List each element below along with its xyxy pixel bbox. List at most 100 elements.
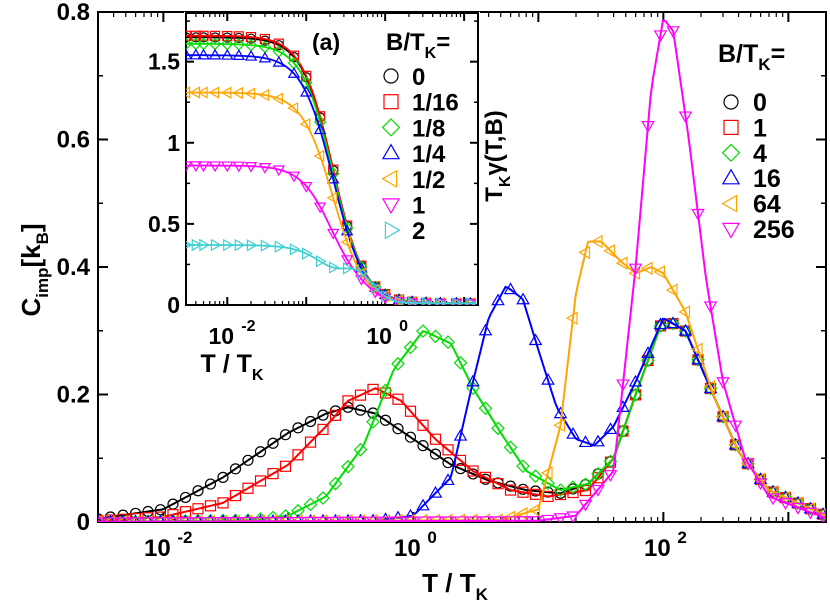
inset-data-point-1/2	[208, 86, 220, 99]
data-point-1	[154, 511, 167, 522]
inset-data-point-2	[234, 238, 246, 252]
inset-frame	[185, 12, 479, 306]
inset-legend-label-2: 2	[412, 218, 425, 245]
data-point-256	[578, 499, 593, 512]
inset-data-point-1/16	[259, 33, 271, 45]
data-point-256	[503, 516, 518, 522]
data-point-4	[291, 503, 305, 518]
data-point-4	[403, 340, 418, 355]
inset-data-point-2	[289, 243, 301, 256]
data-point-256	[228, 517, 243, 522]
data-point-4	[316, 491, 330, 505]
data-point-256	[453, 516, 468, 522]
data-point-4	[341, 459, 355, 474]
data-point-16	[441, 473, 455, 486]
data-point-4	[441, 335, 455, 349]
main-plot: 00.20.40.60.810 -2 10 0 10 2T / TKCimp[kB]B/T…	[16, 0, 827, 604]
legend-marker-16	[721, 168, 741, 185]
inset-legend-label-1/8: 1/8	[412, 115, 445, 142]
inset-data-point-1	[300, 181, 313, 193]
data-point-16	[503, 282, 518, 295]
data-point-256	[478, 516, 493, 522]
data-point-1	[229, 489, 242, 502]
inset-data-point-1	[208, 161, 222, 173]
data-point-64	[690, 342, 703, 357]
inset-legend-marker-0	[383, 68, 399, 84]
data-point-64	[540, 466, 553, 480]
data-point-256	[603, 470, 618, 482]
data-point-4	[303, 497, 318, 512]
data-point-0	[179, 491, 192, 504]
data-point-16	[653, 317, 668, 330]
data-point-4	[416, 324, 430, 338]
inset-data-point-2	[466, 297, 477, 305]
data-point-256	[566, 511, 580, 522]
data-point-256	[816, 512, 826, 522]
inset-data-point-1/2	[340, 235, 352, 249]
x-tick-exponent: 0	[427, 528, 436, 547]
inset-data-point-1/4	[327, 172, 340, 184]
data-point-4	[503, 440, 518, 455]
legend-label-4: 4	[753, 140, 767, 168]
data-point-1	[417, 419, 429, 431]
inset-series-layer	[186, 30, 477, 305]
data-point-64	[528, 503, 541, 517]
data-point-4	[328, 476, 343, 491]
legend-label-16: 16	[753, 165, 781, 193]
data-point-1	[279, 460, 292, 472]
data-point-16	[143, 514, 153, 522]
inset-data-point-1/16	[245, 31, 257, 43]
data-point-4	[566, 480, 580, 495]
data-point-16	[466, 374, 480, 387]
y-axis-label: Cimp[kB]	[16, 223, 52, 316]
inset-data-point-1/2	[287, 101, 299, 115]
legend-marker-1	[723, 119, 739, 136]
data-point-1	[579, 484, 592, 497]
inset-legend-marker-1/16	[383, 94, 399, 110]
data-point-1	[492, 478, 504, 490]
data-point-4	[353, 442, 368, 457]
data-point-256	[278, 516, 293, 522]
inset-data-point-2	[274, 240, 286, 253]
inset-legend-label-0: 0	[412, 64, 425, 91]
y-tick-label: 0.4	[57, 254, 91, 281]
y-tick-label: 0.2	[57, 382, 90, 409]
data-point-64	[715, 409, 728, 424]
inset-data-point-1/4	[189, 48, 203, 60]
data-point-4	[653, 319, 668, 333]
data-point-256	[441, 516, 455, 522]
data-point-256	[703, 301, 718, 314]
data-point-256	[428, 516, 443, 522]
data-point-1	[392, 393, 404, 405]
data-point-256	[416, 516, 430, 522]
data-point-64	[778, 490, 791, 505]
inset-data-point-2	[199, 238, 211, 252]
data-point-16	[591, 434, 605, 447]
legend-marker-4	[721, 143, 741, 163]
data-point-256	[378, 516, 393, 522]
inset-data-point-2	[329, 261, 340, 274]
inset-data-point-1/2	[220, 86, 232, 99]
data-point-1	[254, 475, 267, 487]
inset-data-point-2	[246, 239, 258, 252]
legend-title: B/TK=	[718, 40, 785, 74]
y-tick-label: 0.6	[57, 127, 90, 154]
data-point-4	[478, 401, 493, 416]
inset-data-point-2	[260, 239, 272, 252]
data-point-16	[578, 435, 593, 448]
data-point-256	[328, 516, 343, 522]
inset-data-point-2	[191, 238, 203, 252]
inset-data-point-1/2	[189, 86, 201, 99]
inset-data-point-1/8	[186, 37, 193, 51]
data-point-0	[392, 423, 404, 435]
data-point-256	[316, 516, 330, 522]
data-point-16	[453, 428, 468, 441]
inset-x-tick-exponent: 0	[399, 318, 408, 335]
inset-data-point-1/4	[258, 51, 272, 63]
inset-data-point-1	[258, 162, 272, 174]
data-point-256	[103, 517, 118, 522]
inset-data-point-1/4	[300, 85, 313, 97]
inset-data-point-2	[342, 262, 354, 275]
data-point-256	[128, 517, 143, 522]
